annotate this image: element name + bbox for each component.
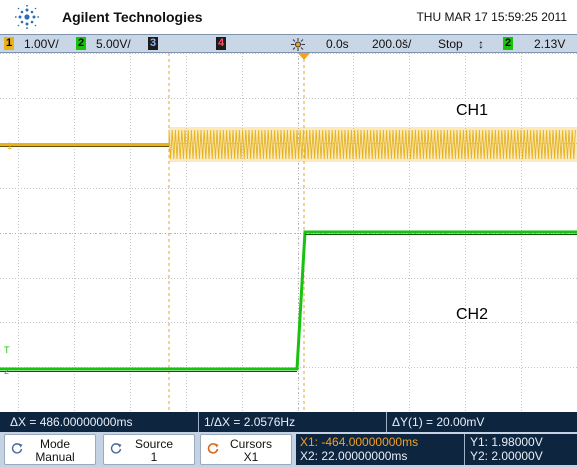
channel-2-indicator[interactable]: 2: [76, 37, 86, 50]
ch2-annotation: CH2: [456, 306, 488, 323]
inverse-delta-x-readout: 1/ΔX = 2.0576Hz: [204, 415, 296, 429]
cursors-value: X1: [243, 450, 259, 464]
trigger-edge-icon: ↕: [478, 37, 484, 51]
channel-3-indicator[interactable]: 3: [148, 37, 158, 50]
trigger-level-marker[interactable]: T: [4, 345, 10, 355]
delta-x-readout: ΔX = 486.00000000ms: [10, 415, 133, 429]
cursors-label: Cursors: [229, 437, 272, 451]
trigger-source-indicator[interactable]: 2: [503, 37, 513, 50]
trigger-position-marker: [298, 53, 310, 60]
cursor-y1-value: Y1: 1.98000V: [470, 435, 543, 449]
delta-y-readout: ΔY(1) = 20.00mV: [392, 415, 485, 429]
ch1-annotation: CH1: [456, 102, 488, 119]
softkey-bar: Mode Manual Source 1 Cursors X1 X1: -464…: [0, 432, 577, 467]
cursors-softkey[interactable]: Cursors X1: [200, 434, 292, 465]
cursor-panel-divider: [464, 434, 465, 465]
channel-2-scale[interactable]: 5.00V/: [96, 37, 131, 51]
readout-divider: [386, 412, 387, 432]
mode-softkey[interactable]: Mode Manual: [4, 434, 96, 465]
cursor-values-panel: X1: -464.00000000ms X2: 22.00000000ms Y1…: [296, 434, 577, 465]
rotate-knob-icon: [207, 443, 219, 454]
channel-2-trace: [0, 230, 577, 372]
graticule: CH1 CH2 1 T 2: [0, 53, 577, 412]
rotate-knob-icon: [110, 443, 122, 454]
horizontal-reference-icon: [291, 38, 305, 51]
run-state[interactable]: Stop: [438, 37, 463, 51]
readout-divider: [198, 412, 199, 432]
channel-1-scale[interactable]: 1.00V/: [24, 37, 59, 51]
mode-label: Mode: [39, 437, 71, 451]
mode-value: Manual: [35, 450, 75, 464]
cursor-x1-value: X1: -464.00000000ms: [300, 435, 419, 449]
channel-4-indicator[interactable]: 4: [216, 37, 226, 50]
ch1-oscillation: [168, 129, 576, 160]
rotate-knob-icon: [11, 443, 23, 454]
brand-name: Agilent Technologies: [62, 9, 203, 25]
channel-2-ground-marker[interactable]: 2: [4, 366, 9, 376]
cursor-y2-value: Y2: 2.00000V: [470, 449, 543, 463]
agilent-spark-logo: [14, 4, 40, 30]
timebase-scale[interactable]: 200.0š/: [372, 37, 412, 51]
source-softkey[interactable]: Source 1: [103, 434, 195, 465]
ch2-step: [0, 230, 577, 371]
source-value: 1: [150, 450, 158, 464]
channel-1-trace: [0, 127, 577, 162]
ch2-edge: [0, 234, 577, 372]
status-bar: 1 1.00V/ 2 5.00V/ 3 4 0.0s 200.0š/ Stop …: [0, 34, 577, 53]
waveform-display[interactable]: CH1 CH2 1 T 2: [0, 53, 577, 412]
trigger-level[interactable]: 2.13V: [534, 37, 566, 51]
header: Agilent Technologies THU MAR 17 15:59:25…: [0, 0, 577, 34]
channel-1-indicator[interactable]: 1: [4, 37, 14, 50]
channel-1-ground-marker[interactable]: 1: [7, 141, 12, 151]
source-label: Source: [134, 437, 174, 451]
measurement-readout: ΔX = 486.00000000ms 1/ΔX = 2.0576Hz ΔY(1…: [0, 412, 577, 432]
cursor-x2-value: X2: 22.00000000ms: [300, 449, 408, 463]
date-time: THU MAR 17 15:59:25 2011: [416, 10, 567, 24]
horizontal-delay[interactable]: 0.0s: [326, 37, 349, 51]
